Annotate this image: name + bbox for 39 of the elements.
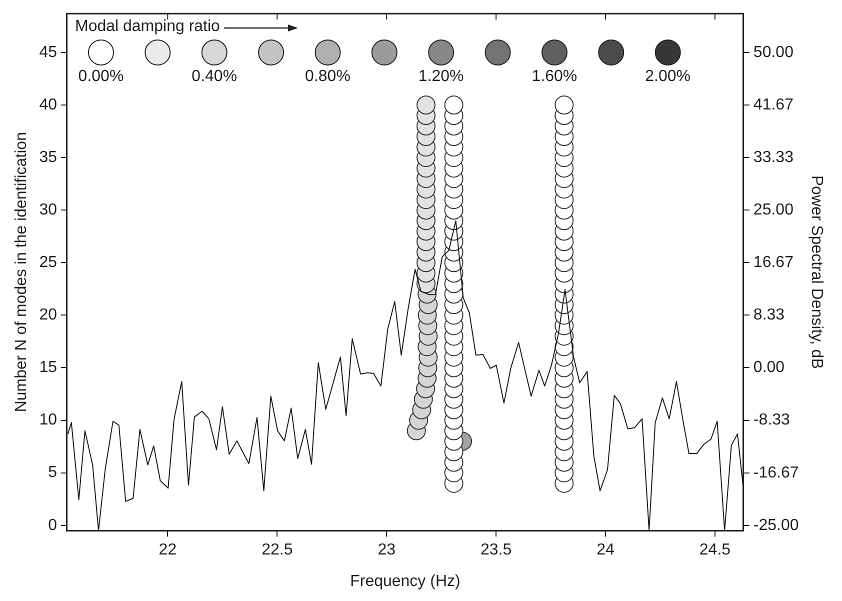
y2-tick-label: 8.33 <box>753 306 785 324</box>
point <box>444 96 464 115</box>
y-axis-title: Number N of modes in the identification <box>13 132 30 412</box>
y2-tick-label: -8.33 <box>753 412 790 429</box>
x-tick-label: 22.5 <box>262 542 293 559</box>
y2-tick-label: -25.00 <box>753 516 799 534</box>
point <box>554 96 574 115</box>
y-tick-label: 0 <box>48 516 58 534</box>
y2-tick-label: 50.00 <box>753 44 794 61</box>
x-tick-label: 23 <box>378 542 396 559</box>
y-tick-label: 35 <box>39 148 58 166</box>
x-tick-label: 22 <box>158 542 177 559</box>
y-tick-label: 25 <box>39 254 58 272</box>
annotation: 1.20% <box>418 68 464 86</box>
annotation: 0.40% <box>192 68 238 86</box>
annotation: 0.00% <box>78 68 124 86</box>
y2-tick-label: 33.33 <box>753 149 794 166</box>
y2-tick-label: 0.00 <box>753 359 785 376</box>
x-axis-title: Frequency (Hz) <box>350 572 460 590</box>
y-tick-label: 40 <box>39 96 58 114</box>
x-tick-label: 24.5 <box>699 542 731 559</box>
y-tick-label: 5 <box>48 464 58 482</box>
x-tick-label: 23.5 <box>480 542 512 559</box>
annotation: 2.00% <box>645 68 691 86</box>
y-tick-label: 45 <box>39 44 58 61</box>
x-tick-label: 24 <box>596 542 615 559</box>
y2-axis-title: Power Spectral Density, dB <box>808 175 825 369</box>
annotation: 0.80% <box>305 68 350 86</box>
y2-tick-label: 41.67 <box>753 96 794 114</box>
y2-tick-label: 16.67 <box>753 254 794 272</box>
y-tick-label: 30 <box>39 202 58 219</box>
annotation: 1.60% <box>532 68 578 86</box>
y2-tick-label: -16.67 <box>753 464 799 482</box>
y-tick-label: 15 <box>39 359 58 376</box>
y-tick-label: 10 <box>39 412 58 429</box>
y2-tick-label: 25.00 <box>753 202 794 219</box>
annotation: Modal damping ratio <box>74 18 220 36</box>
point <box>416 96 436 115</box>
y-tick-label: 20 <box>39 306 58 324</box>
